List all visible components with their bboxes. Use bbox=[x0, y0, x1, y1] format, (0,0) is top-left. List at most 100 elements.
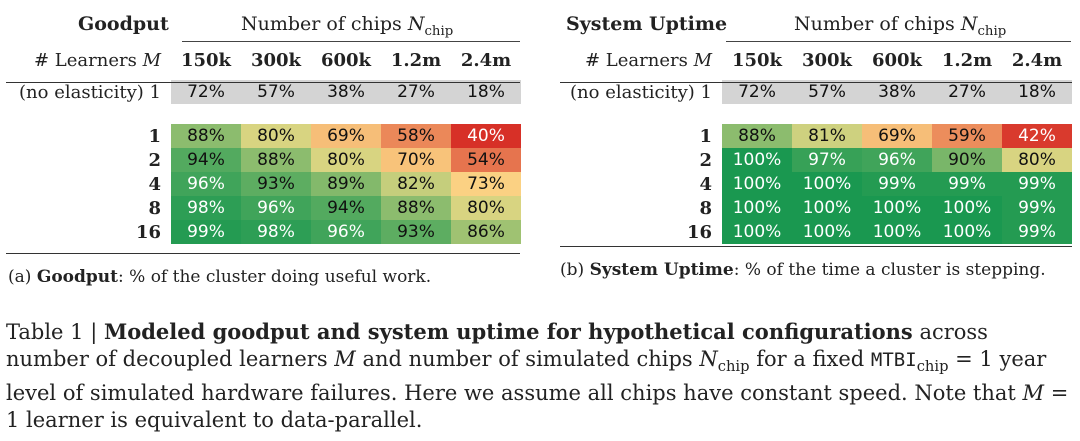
uptime-row-label: 2 bbox=[699, 149, 712, 171]
uptime-column-header: 300k bbox=[801, 49, 853, 71]
uptime-head-rule bbox=[560, 82, 1072, 83]
goodput-table-row: 1 88% 80% 69% 58% 40% bbox=[6, 124, 521, 148]
uptime-table: # Learners M 150k 300k 600k 1.2m 2.4m (no elas… bbox=[560, 48, 1072, 244]
uptime-baseline-cell: 27% bbox=[932, 80, 1002, 104]
uptime-baseline-cell: 57% bbox=[792, 80, 862, 104]
goodput-value-cell: 69% bbox=[311, 124, 381, 148]
uptime-chips-header: Number of chips Nchip bbox=[794, 13, 1007, 39]
goodput-value-cell: 80% bbox=[311, 148, 381, 172]
goodput-value-cell: 54% bbox=[451, 148, 521, 172]
uptime-table-row: 16 100% 100% 100% 100% 99% bbox=[560, 220, 1072, 244]
uptime-learners-label: # Learners M bbox=[585, 49, 712, 71]
uptime-baseline-label: (no elasticity) 1 bbox=[570, 81, 712, 103]
uptime-value-cell: 99% bbox=[1002, 220, 1072, 244]
table-caption: Table 1 | Modeled goodput and system upt… bbox=[6, 319, 1069, 433]
uptime-bottom-rule bbox=[560, 246, 1072, 247]
goodput-value-cell: 40% bbox=[451, 124, 521, 148]
uptime-column-header: 1.2m bbox=[941, 49, 993, 71]
goodput-value-cell: 96% bbox=[171, 172, 241, 196]
goodput-value-cell: 96% bbox=[311, 220, 381, 244]
uptime-column-header: 150k bbox=[731, 49, 783, 71]
uptime-baseline-cell: 72% bbox=[722, 80, 792, 104]
goodput-value-cell: 88% bbox=[241, 148, 311, 172]
goodput-value-cell: 73% bbox=[451, 172, 521, 196]
goodput-baseline-cell: 18% bbox=[451, 80, 521, 104]
uptime-value-cell: 96% bbox=[862, 148, 932, 172]
uptime-value-cell: 100% bbox=[932, 196, 1002, 220]
goodput-row-label: 8 bbox=[148, 197, 161, 219]
goodput-chips-header: Number of chips Nchip bbox=[241, 13, 454, 39]
goodput-table-row: 4 96% 93% 89% 82% 73% bbox=[6, 172, 521, 196]
uptime-value-cell: 100% bbox=[722, 148, 792, 172]
uptime-title: System Uptime bbox=[566, 13, 728, 35]
goodput-value-cell: 86% bbox=[451, 220, 521, 244]
goodput-column-header: 300k bbox=[250, 49, 302, 71]
goodput-column-header-row: # Learners M 150k 300k 600k 1.2m 2.4m bbox=[6, 48, 521, 72]
goodput-row-label: 4 bbox=[148, 173, 161, 195]
uptime-value-cell: 99% bbox=[1002, 172, 1072, 196]
uptime-value-cell: 42% bbox=[1002, 124, 1072, 148]
uptime-caption: (b) System Uptime: % of the time a clust… bbox=[560, 260, 1046, 280]
goodput-column-header: 1.2m bbox=[390, 49, 442, 71]
goodput-row-label: 1 bbox=[148, 125, 161, 147]
uptime-value-cell: 100% bbox=[792, 172, 862, 196]
goodput-baseline-cell: 72% bbox=[171, 80, 241, 104]
uptime-value-cell: 88% bbox=[722, 124, 792, 148]
goodput-value-cell: 70% bbox=[381, 148, 451, 172]
goodput-row-label: 2 bbox=[148, 149, 161, 171]
goodput-learners-label: # Learners M bbox=[34, 49, 161, 71]
goodput-value-cell: 94% bbox=[171, 148, 241, 172]
goodput-table-row: 8 98% 96% 94% 88% 80% bbox=[6, 196, 521, 220]
uptime-value-cell: 100% bbox=[722, 196, 792, 220]
goodput-column-header: 600k bbox=[320, 49, 372, 71]
uptime-baseline-row: (no elasticity) 1 72% 57% 38% 27% 18% bbox=[560, 80, 1072, 104]
goodput-value-cell: 93% bbox=[381, 220, 451, 244]
goodput-baseline-label: (no elasticity) 1 bbox=[19, 81, 161, 103]
uptime-row-label: 16 bbox=[686, 221, 712, 243]
goodput-title: Goodput bbox=[78, 13, 169, 35]
uptime-value-cell: 99% bbox=[1002, 196, 1072, 220]
goodput-value-cell: 58% bbox=[381, 124, 451, 148]
goodput-value-cell: 96% bbox=[241, 196, 311, 220]
uptime-header-rule bbox=[726, 41, 1071, 42]
goodput-value-cell: 80% bbox=[241, 124, 311, 148]
uptime-value-cell: 100% bbox=[932, 220, 1002, 244]
uptime-column-header-row: # Learners M 150k 300k 600k 1.2m 2.4m bbox=[560, 48, 1072, 72]
goodput-value-cell: 98% bbox=[241, 220, 311, 244]
goodput-baseline-cell: 57% bbox=[241, 80, 311, 104]
uptime-value-cell: 97% bbox=[792, 148, 862, 172]
uptime-value-cell: 69% bbox=[862, 124, 932, 148]
uptime-table-row: 8 100% 100% 100% 100% 99% bbox=[560, 196, 1072, 220]
goodput-value-cell: 93% bbox=[241, 172, 311, 196]
uptime-value-cell: 59% bbox=[932, 124, 1002, 148]
goodput-row-label: 16 bbox=[135, 221, 161, 243]
goodput-value-cell: 80% bbox=[451, 196, 521, 220]
uptime-value-cell: 81% bbox=[792, 124, 862, 148]
goodput-table-row: 16 99% 98% 96% 93% 86% bbox=[6, 220, 521, 244]
uptime-baseline-cell: 38% bbox=[862, 80, 932, 104]
goodput-caption: (a) Goodput: % of the cluster doing usef… bbox=[8, 267, 432, 287]
uptime-value-cell: 100% bbox=[722, 172, 792, 196]
goodput-value-cell: 99% bbox=[171, 220, 241, 244]
uptime-baseline-cell: 18% bbox=[1002, 80, 1072, 104]
uptime-value-cell: 99% bbox=[862, 172, 932, 196]
uptime-value-cell: 100% bbox=[792, 220, 862, 244]
uptime-column-header: 600k bbox=[871, 49, 923, 71]
uptime-value-cell: 90% bbox=[932, 148, 1002, 172]
goodput-column-header: 150k bbox=[180, 49, 232, 71]
uptime-table-row: 1 88% 81% 69% 59% 42% bbox=[560, 124, 1072, 148]
goodput-value-cell: 88% bbox=[381, 196, 451, 220]
goodput-baseline-cell: 38% bbox=[311, 80, 381, 104]
goodput-table: # Learners M 150k 300k 600k 1.2m 2.4m (no elas… bbox=[6, 48, 521, 244]
goodput-head-rule bbox=[6, 82, 520, 83]
uptime-row-label: 4 bbox=[699, 173, 712, 195]
goodput-value-cell: 89% bbox=[311, 172, 381, 196]
goodput-baseline-row: (no elasticity) 1 72% 57% 38% 27% 18% bbox=[6, 80, 521, 104]
goodput-value-cell: 82% bbox=[381, 172, 451, 196]
goodput-baseline-cell: 27% bbox=[381, 80, 451, 104]
uptime-value-cell: 99% bbox=[932, 172, 1002, 196]
uptime-column-header: 2.4m bbox=[1011, 49, 1063, 71]
uptime-value-cell: 100% bbox=[792, 196, 862, 220]
goodput-value-cell: 98% bbox=[171, 196, 241, 220]
goodput-value-cell: 88% bbox=[171, 124, 241, 148]
